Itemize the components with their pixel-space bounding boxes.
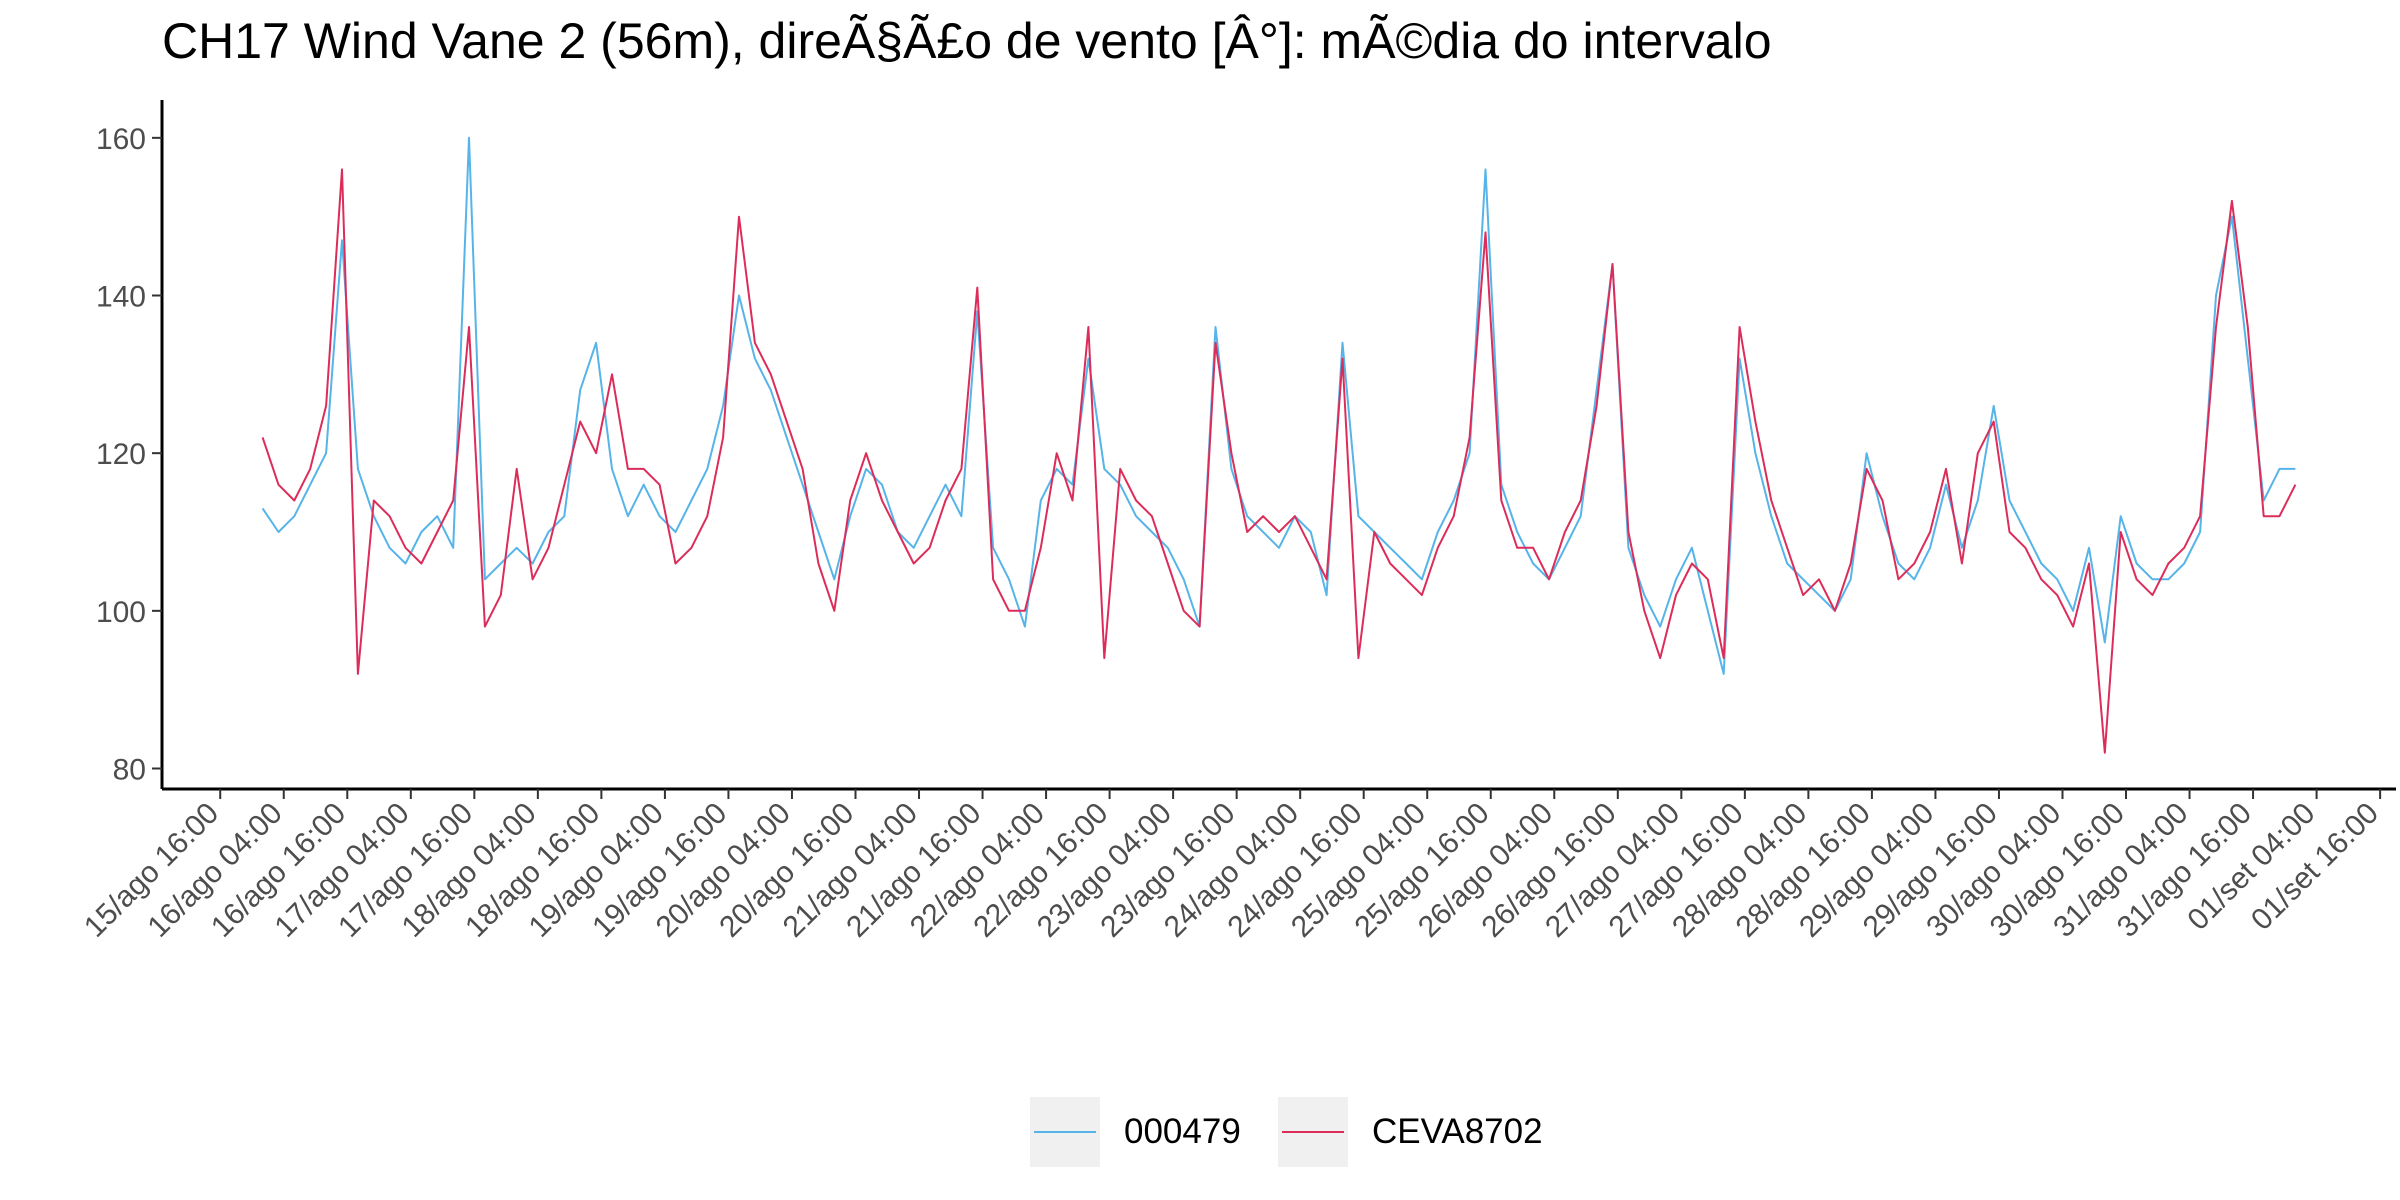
chart-title: CH17 Wind Vane 2 (56m), direÃ§Ã£o de ven…	[162, 13, 1772, 69]
data-line	[261, 136, 2296, 675]
y-tick-label: 100	[96, 596, 146, 629]
y-tick-label: 160	[96, 123, 146, 156]
y-tick-label: 80	[113, 754, 146, 787]
data-line	[261, 168, 2297, 754]
y-tick-label: 140	[96, 281, 146, 314]
legend-label: CEVA8702	[1372, 1112, 1543, 1151]
y-tick-label: 120	[96, 438, 146, 471]
legend-label: 000479	[1124, 1112, 1241, 1151]
